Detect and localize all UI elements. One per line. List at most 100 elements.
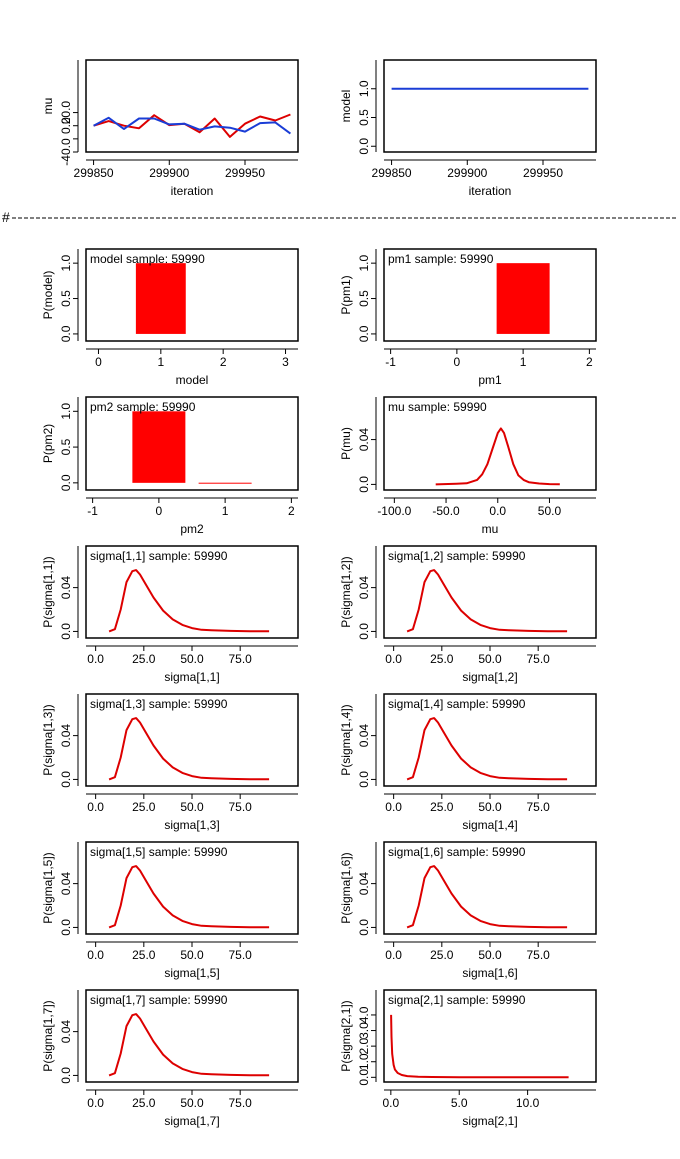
x-tick-label: 0 [156,504,163,518]
series-line-1 [108,865,270,929]
x-axis-label: pm2 [180,522,204,536]
x-tick-label: 50.0 [180,948,204,962]
series-line-1 [435,427,560,486]
chart-9: 0.0 25.0 50.0 75.0 sigma[1,3] 0.0 0.04 P(sigma[… [41,693,299,832]
x-tick-label: 75.0 [229,652,253,666]
x-tick-label: 75.0 [229,800,253,814]
y-axis-label: P(sigma[1,3]) [41,704,55,775]
chart-title: mu sample: 59990 [388,400,487,414]
x-tick-label: 299950 [523,166,563,180]
y-tick-label: 0.0 [59,623,73,640]
y-tick-label: 0.04 [357,724,371,748]
chart-title: pm1 sample: 59990 [388,252,494,266]
plot-frame [383,248,597,342]
plot-frame [383,545,597,639]
y-tick-label: 0.04 [357,428,371,452]
y-tick-label: 0.0 [59,325,73,342]
x-tick-label: 0.0 [385,948,402,962]
plot-frame [85,396,299,491]
y-axis-label: P(sigma[1,4]) [339,704,353,775]
chart-12: 0.0 25.0 50.0 75.0 sigma[1,6] 0.0 0.04 P(sigma[… [339,841,597,980]
x-tick-label: 25.0 [132,1096,156,1110]
y-tick-label: 0.0 [357,476,371,493]
chart-title: sigma[1,1] sample: 59990 [90,549,228,563]
x-axis-label: sigma[1,1] [164,670,219,684]
y-axis-label: P(sigma[1,1]) [41,556,55,627]
y-axis-label: P(sigma[1,2]) [339,556,353,627]
x-tick-label: 299900 [447,166,487,180]
separator-hash: # [2,209,10,225]
plot-frame [85,841,299,935]
y-tick-label: 0.0 [59,919,73,936]
chart-6: -100.0 -50.0 0.0 50.0 mu 0.0 0.04 P(mu) mu sampl… [339,396,597,536]
x-tick-label: 0 [454,355,461,369]
x-tick-label: 75.0 [527,948,551,962]
y-tick-label: 0.5 [357,109,371,126]
x-tick-label: 299850 [372,166,412,180]
chart-title: sigma[1,6] sample: 59990 [388,845,526,859]
plot-frame [383,841,597,935]
y-tick-label: 0.04 [59,576,73,600]
y-tick-label: 1.0 [357,1053,371,1070]
plot-frame [85,989,299,1083]
x-tick-label: 2 [586,355,593,369]
y-tick-label: 0.0 [59,771,73,788]
series-line-1 [406,717,568,781]
x-tick-label: 1 [157,355,164,369]
x-tick-label: 50.0 [478,652,502,666]
y-tick-label: 0.0 [357,919,371,936]
y-tick-label: 0.04 [357,576,371,600]
x-tick-label: 25.0 [132,948,156,962]
series-line-1 [406,569,568,633]
chart-5: -1 0 1 2 pm2 0.0 0.5 1.0 P(pm2) pm2 sample: 59990 [41,396,299,536]
x-tick-label: 0.0 [382,1096,399,1110]
y-tick-label: 20.0 [59,101,73,125]
x-tick-label: 50.0 [180,1096,204,1110]
y-tick-label: 0.0 [357,771,371,788]
chart-2: 299850 299900 299950 iteration 0.0 0.5 1.0 mode… [339,59,597,198]
x-tick-label: 25.0 [132,652,156,666]
plot-frame [85,59,299,153]
y-tick-label: 4.0 [357,1006,371,1023]
chart-10: 0.0 25.0 50.0 75.0 sigma[1,4] 0.0 0.04 P(sigma[… [339,693,597,832]
x-tick-label: 75.0 [527,800,551,814]
chart-title: sigma[2,1] sample: 59990 [388,993,526,1007]
y-tick-label: 0.04 [59,872,73,896]
y-tick-label: 1.0 [59,403,73,420]
chart-title: sigma[1,2] sample: 59990 [388,549,526,563]
x-axis-label: sigma[2,1] [462,1114,517,1128]
chart-14: 0.0 5.0 10.0sigma[2,1]0.01.02.03.04.0P(sig… [339,989,597,1128]
y-tick-label: 1.0 [59,254,73,271]
y-tick-label: 0.5 [59,438,73,455]
x-tick-label: 5.0 [451,1096,468,1110]
x-tick-label: 3 [282,355,289,369]
x-tick-label: 299950 [225,166,265,180]
chart-3: 0 1 2 3 model 0.0 0.5 1.0 P(model) model sample: … [41,248,299,387]
y-axis-label: P(pm1) [339,275,353,314]
y-tick-label: 1.0 [357,80,371,97]
y-axis-label: mu [41,98,55,115]
y-tick-label: 0.0 [59,117,73,134]
series-line-1 [108,1013,270,1077]
series-line-1 [108,717,270,781]
x-tick-label: 0.0 [87,948,104,962]
x-tick-label: -100.0 [377,504,411,518]
plot-frame [85,248,299,342]
chart-13: 0.0 25.0 50.0 75.0 sigma[1,7] 0.0 0.04 P(sigma[… [41,989,299,1128]
x-axis-label: sigma[1,2] [462,670,517,684]
chart-7: 0.0 25.0 50.0 75.0 sigma[1,1] 0.0 0.04 P(sigma[… [41,545,299,684]
x-tick-label: 50.0 [180,800,204,814]
x-tick-label: 2 [288,504,295,518]
x-tick-label: 25.0 [430,800,454,814]
y-tick-label: 0.0 [357,1069,371,1086]
y-axis-label: P(pm2) [41,424,55,463]
x-axis-label: pm1 [478,373,502,387]
bar-1 [132,411,186,483]
x-tick-label: 10.0 [516,1096,540,1110]
y-axis-label: model [339,90,353,123]
x-tick-label: 75.0 [527,652,551,666]
y-tick-label: 3.0 [357,1022,371,1039]
x-tick-label: 50.0 [478,800,502,814]
x-tick-label: -1 [385,355,396,369]
x-tick-label: 25.0 [132,800,156,814]
